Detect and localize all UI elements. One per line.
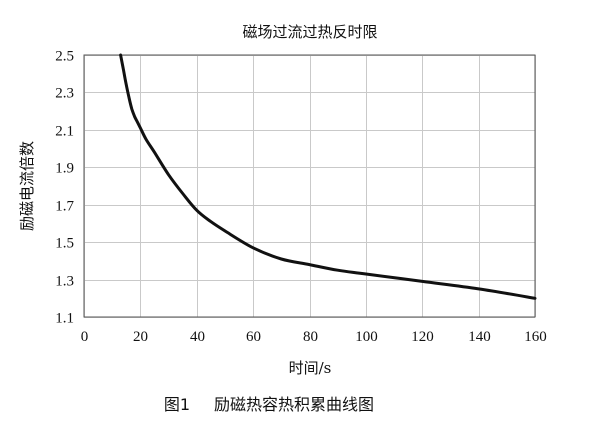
x-tick-label: 80 (303, 329, 318, 345)
figure-caption: 励磁热容热积累曲线图 (214, 395, 374, 414)
x-tick-label: 100 (355, 329, 378, 345)
y-tick-label: 2.1 (55, 124, 74, 140)
series-line (119, 53, 537, 300)
plot-frame (83, 54, 536, 318)
y-tick-label: 1.9 (55, 161, 74, 177)
y-axis-label: 励磁电流倍数 (18, 141, 36, 231)
x-tick-label: 0 (81, 329, 89, 345)
x-tick-label: 60 (246, 329, 261, 345)
y-tick-label: 1.5 (55, 236, 74, 252)
x-tick-labels: 0 20 40 60 80 100 120 140 160 (81, 329, 547, 345)
y-tick-labels: 1.1 1.3 1.5 1.7 1.9 2.1 2.3 2.5 (55, 49, 74, 327)
x-axis-label: 时间/s (289, 359, 332, 377)
figure-number: 图1 (164, 395, 190, 414)
x-tick-label: 120 (411, 329, 434, 345)
y-tick-label: 2.5 (55, 49, 74, 65)
y-tick-label: 1.3 (55, 274, 74, 290)
x-tick-label: 160 (524, 329, 547, 345)
x-tick-label: 20 (133, 329, 148, 345)
x-tick-label: 40 (190, 329, 205, 345)
chart-title: 磁场过流过热反时限 (242, 23, 377, 41)
y-tick-label: 1.7 (55, 199, 74, 215)
y-tick-label: 1.1 (55, 311, 74, 327)
x-tick-label: 140 (468, 329, 491, 345)
grid (84, 55, 536, 318)
y-tick-label: 2.3 (55, 86, 74, 102)
